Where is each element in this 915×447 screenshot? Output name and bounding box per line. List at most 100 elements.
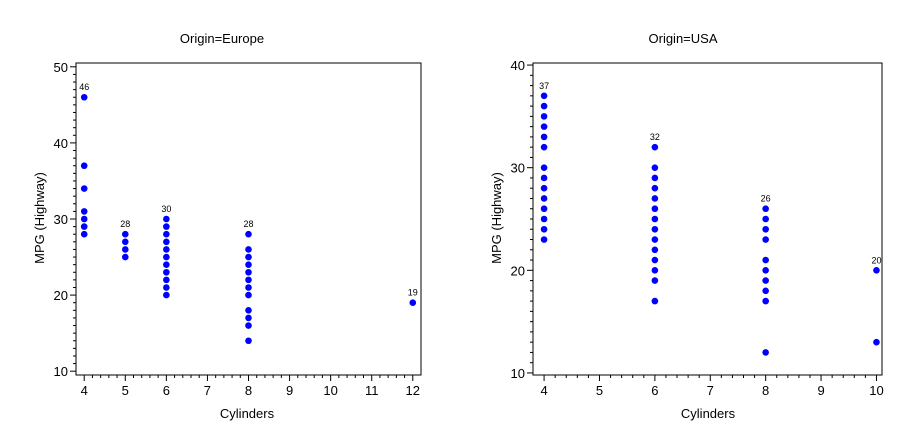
x-tick-label: 4 xyxy=(81,383,88,398)
data-point xyxy=(540,123,548,130)
data-point xyxy=(80,208,88,215)
x-tick-label: 11 xyxy=(365,383,379,398)
x-tick-label: 12 xyxy=(406,383,420,398)
y-tick-label: 20 xyxy=(511,263,525,278)
data-point xyxy=(873,338,880,346)
y-tick-label: 40 xyxy=(54,136,68,151)
data-point xyxy=(245,291,252,299)
data-point xyxy=(762,215,769,223)
data-label: 37 xyxy=(539,81,549,91)
data-point xyxy=(651,164,659,171)
x-tick-label: 8 xyxy=(245,383,252,398)
data-point xyxy=(245,337,252,345)
chart-title: Origin=USA xyxy=(649,31,718,46)
data-label: 28 xyxy=(120,219,130,229)
data-point xyxy=(651,246,659,254)
data-point xyxy=(245,230,252,238)
data-point xyxy=(163,230,170,238)
x-tick-label: 5 xyxy=(122,383,129,398)
data-point xyxy=(245,253,252,261)
y-tick-label: 10 xyxy=(511,366,525,381)
data-point xyxy=(540,133,548,141)
usa-panel: Origin=USA Cylinders MPG (Highway) 4 5 6 7 8… xyxy=(489,31,884,421)
data-point xyxy=(163,253,170,261)
x-tick-label: 10 xyxy=(869,383,883,398)
data-point xyxy=(873,267,880,274)
data-point xyxy=(80,215,88,223)
data-point xyxy=(651,205,659,213)
data-point xyxy=(163,276,170,284)
x-tick-label: 6 xyxy=(163,383,170,398)
data-point xyxy=(409,299,417,307)
x-tick-label: 9 xyxy=(817,383,824,398)
data-point xyxy=(121,230,129,238)
data-point xyxy=(163,246,170,253)
data-point xyxy=(163,215,170,223)
data-point xyxy=(80,185,88,192)
data-point xyxy=(540,174,548,182)
data-label: 46 xyxy=(79,82,89,92)
data-point xyxy=(540,164,548,171)
y-tick-label: 20 xyxy=(54,288,68,303)
x-tick-label: 7 xyxy=(707,383,714,398)
data-point xyxy=(121,238,129,246)
data-point xyxy=(540,195,548,202)
europe-panel: Origin=Europe Cylinders MPG (Highway) 4 5… xyxy=(32,31,422,421)
data-point xyxy=(762,205,769,213)
data-point xyxy=(762,297,769,305)
x-axis-label: Cylinders xyxy=(681,406,736,421)
y-axis-label: MPG (Highway) xyxy=(32,172,47,264)
data-label: 20 xyxy=(871,255,881,265)
data-point xyxy=(163,268,170,276)
data-label: 19 xyxy=(408,288,418,298)
data-point xyxy=(80,93,88,101)
chart-title: Origin=Europe xyxy=(180,31,264,46)
data-point xyxy=(163,261,170,268)
data-point xyxy=(80,162,88,170)
data-point xyxy=(762,277,769,284)
x-tick-label: 7 xyxy=(204,383,211,398)
x-tick-label: 6 xyxy=(651,383,658,398)
data-point xyxy=(651,267,659,274)
data-point xyxy=(540,143,548,151)
data-point xyxy=(651,256,659,264)
data-point xyxy=(540,92,548,100)
data-point xyxy=(245,268,252,276)
data-point xyxy=(121,253,129,261)
data-label: 30 xyxy=(161,204,171,214)
data-point xyxy=(762,287,769,295)
data-point xyxy=(762,256,769,264)
data-point xyxy=(651,195,659,202)
data-point xyxy=(651,236,659,243)
data-point xyxy=(540,205,548,213)
plot-frame xyxy=(532,62,883,376)
data-label: 28 xyxy=(243,219,253,229)
data-point xyxy=(245,284,252,291)
y-tick-label: 30 xyxy=(54,212,68,227)
data-point xyxy=(245,322,252,329)
data-point xyxy=(540,113,548,120)
x-tick-label: 4 xyxy=(540,383,547,398)
x-tick-label: 8 xyxy=(762,383,769,398)
data-point xyxy=(163,284,170,291)
data-point xyxy=(651,184,659,192)
data-point xyxy=(762,236,769,243)
data-point xyxy=(651,225,659,233)
data-point xyxy=(163,238,170,246)
data-point xyxy=(245,314,252,322)
y-tick-label: 30 xyxy=(511,161,525,176)
y-tick-label: 40 xyxy=(511,58,525,73)
data-point xyxy=(651,277,659,284)
data-point xyxy=(80,223,88,230)
data-point xyxy=(540,215,548,223)
x-tick-label: 9 xyxy=(286,383,293,398)
y-tick-label: 50 xyxy=(54,60,68,75)
data-label: 32 xyxy=(650,132,660,142)
data-point xyxy=(163,291,170,299)
data-point xyxy=(540,102,548,110)
data-point xyxy=(540,236,548,243)
data-point xyxy=(540,184,548,192)
x-tick-label: 5 xyxy=(596,383,603,398)
data-point xyxy=(762,349,769,356)
